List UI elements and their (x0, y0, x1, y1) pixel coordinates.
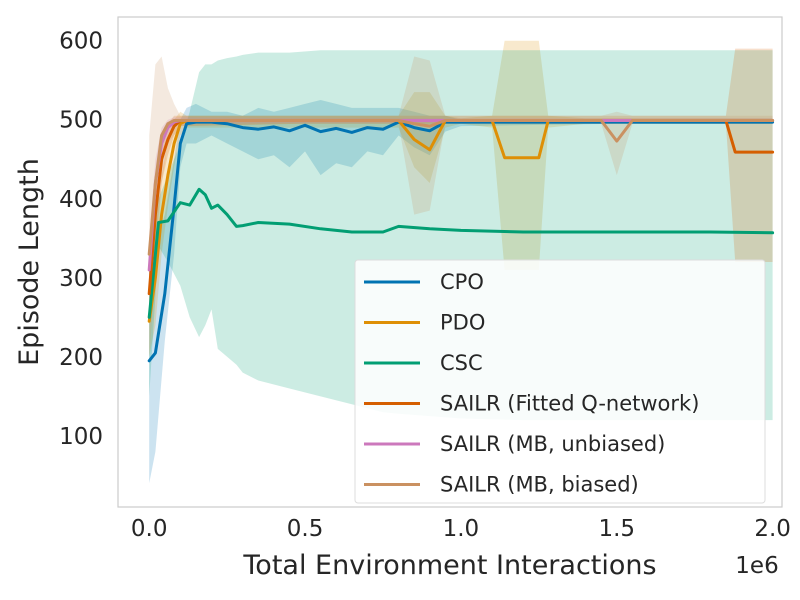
x-tick-label: 0.0 (131, 516, 168, 542)
x-tick-label: 1.5 (598, 516, 635, 542)
series-lines (147, 119, 775, 363)
y-axis-title: Episode Length (14, 158, 45, 366)
x-tick-label: 2.0 (754, 516, 791, 542)
y-tick-label: 200 (59, 345, 103, 371)
legend-label-csc: CSC (440, 351, 483, 375)
x-tick-label: 0.5 (287, 516, 324, 542)
x-axis-ticks: 0.0 0.5 1.0 1.5 2.0 (131, 516, 791, 542)
line-sailr-mb-biased (147, 119, 775, 256)
y-tick-label: 100 (59, 424, 103, 450)
legend-box (354, 259, 766, 504)
line-csc (147, 187, 775, 319)
line-cpo (147, 120, 775, 363)
y-axis-ticks: 100 200 300 400 500 600 (59, 29, 103, 450)
x-axis-title: Total Environment Interactions (242, 550, 656, 581)
y-tick-label: 300 (59, 266, 103, 292)
band-sailr-mb-biased (149, 56, 773, 357)
legend-label-sailr-fitted-q-network: SAILR (Fitted Q-network) (440, 392, 699, 416)
x-axis-offset-label: 1e6 (735, 553, 778, 579)
legend-label-sailr-mb-unbiased: SAILR (MB, unbiased) (440, 432, 665, 456)
y-tick-label: 500 (59, 108, 103, 134)
y-tick-label: 400 (59, 187, 103, 213)
legend-label-sailr-mb-biased: SAILR (MB, biased) (440, 473, 639, 497)
y-tick-label: 600 (59, 29, 103, 55)
legend-label-cpo: CPO (440, 270, 484, 294)
legend: CPO PDO CSC SAILR (Fitted Q-network) SAILR (… (354, 259, 766, 504)
x-tick-label: 1.0 (443, 516, 480, 542)
plot-frame (117, 16, 783, 508)
legend-label-pdo: PDO (440, 311, 485, 335)
